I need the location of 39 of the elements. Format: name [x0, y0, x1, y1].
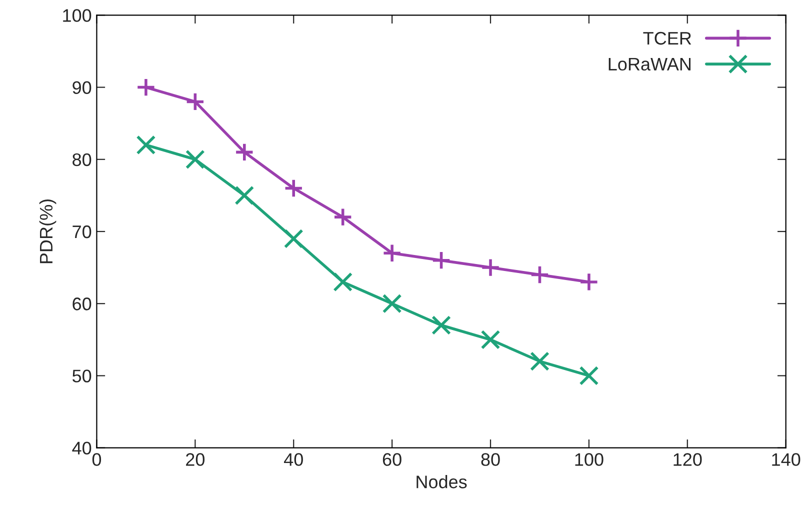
point	[382, 294, 402, 314]
point	[185, 92, 205, 112]
y-axis-title: PDR(%)	[39, 200, 56, 264]
point	[284, 178, 304, 198]
point	[234, 142, 254, 162]
point	[284, 228, 304, 248]
y-tick-label: 50	[72, 370, 92, 382]
point	[333, 272, 353, 292]
point	[579, 272, 599, 292]
x-tick-label: 120	[674, 453, 702, 466]
y-tick-label: 40	[72, 442, 92, 455]
point	[185, 150, 205, 170]
x-tick-label: 140	[772, 453, 800, 466]
y-tick-label: 70	[72, 225, 92, 238]
point	[480, 258, 500, 278]
point	[432, 316, 452, 335]
point	[136, 78, 156, 98]
y-tick-label: 80	[72, 153, 92, 166]
x-tick-label: 0	[92, 453, 102, 466]
y-tick-label: 90	[72, 81, 92, 94]
point	[530, 265, 550, 284]
x-axis-title: Nodes	[416, 475, 467, 488]
y-tick-label: 100	[63, 9, 92, 22]
point	[579, 366, 599, 386]
point	[530, 352, 550, 372]
point	[432, 250, 452, 270]
x-tick-label: 40	[284, 453, 303, 466]
y-tick-label: 60	[72, 298, 92, 310]
x-tick-label: 20	[186, 453, 205, 466]
point	[234, 186, 254, 206]
point	[382, 243, 402, 263]
point	[333, 207, 353, 227]
x-tick-label: 80	[481, 453, 500, 466]
legend-label: LoRaWAN	[608, 58, 690, 71]
legend-label: TCER	[643, 32, 692, 45]
x-tick-label: 100	[575, 453, 604, 466]
x-tick-label: 60	[382, 453, 402, 466]
point	[480, 330, 500, 350]
point	[136, 135, 156, 155]
